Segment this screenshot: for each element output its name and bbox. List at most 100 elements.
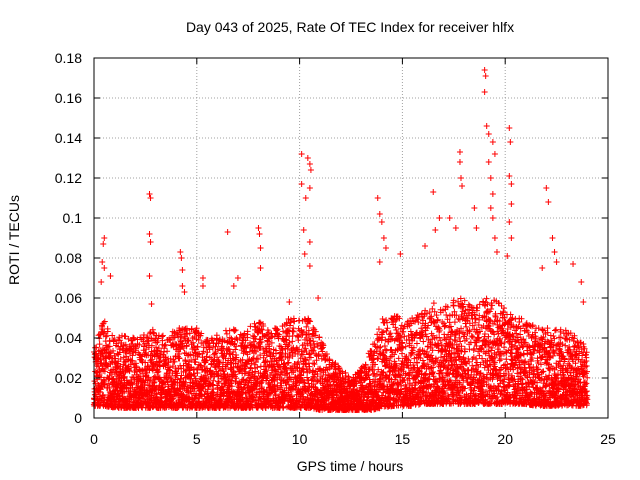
data-point bbox=[188, 357, 195, 364]
data-point bbox=[215, 340, 222, 347]
data-point bbox=[176, 325, 183, 332]
data-point bbox=[167, 355, 174, 362]
data-point bbox=[246, 348, 253, 355]
data-point bbox=[220, 359, 227, 366]
data-point bbox=[193, 325, 200, 332]
data-point bbox=[271, 363, 278, 370]
data-point bbox=[296, 398, 303, 405]
data-point bbox=[164, 348, 171, 355]
data-point bbox=[148, 342, 155, 349]
data-point bbox=[98, 350, 105, 357]
data-point bbox=[286, 339, 293, 346]
data-point bbox=[121, 359, 128, 366]
data-point bbox=[195, 336, 202, 343]
data-point bbox=[116, 334, 123, 341]
data-point bbox=[305, 387, 312, 394]
data-point bbox=[129, 381, 136, 388]
data-point bbox=[187, 351, 194, 358]
data-point bbox=[119, 366, 126, 373]
data-point bbox=[278, 351, 285, 358]
data-point bbox=[153, 339, 160, 346]
data-point bbox=[171, 378, 178, 385]
data-point bbox=[239, 356, 246, 363]
data-point bbox=[155, 368, 162, 375]
data-point bbox=[111, 352, 118, 359]
data-point bbox=[288, 393, 295, 400]
data-point bbox=[144, 337, 151, 344]
data-point bbox=[103, 361, 110, 368]
data-point bbox=[211, 357, 218, 364]
data-point bbox=[237, 331, 244, 338]
data-point bbox=[302, 345, 309, 352]
data-point bbox=[96, 367, 103, 374]
data-point bbox=[154, 339, 161, 346]
data-point bbox=[290, 328, 297, 335]
data-point bbox=[251, 377, 258, 384]
data-point bbox=[258, 326, 265, 333]
data-point bbox=[253, 355, 260, 362]
data-point bbox=[194, 343, 201, 350]
data-point bbox=[286, 322, 293, 329]
data-point bbox=[191, 342, 198, 349]
data-point bbox=[262, 368, 269, 375]
data-point bbox=[130, 335, 137, 342]
data-point bbox=[94, 356, 101, 363]
data-point bbox=[299, 351, 306, 358]
data-point bbox=[132, 360, 139, 367]
data-point bbox=[257, 343, 264, 350]
data-point bbox=[227, 364, 234, 371]
data-point bbox=[302, 357, 309, 364]
data-point bbox=[289, 327, 296, 334]
data-point bbox=[244, 382, 251, 389]
data-point bbox=[195, 351, 202, 358]
data-point bbox=[260, 322, 267, 329]
data-point bbox=[295, 333, 302, 340]
data-point bbox=[216, 360, 223, 367]
data-point bbox=[269, 367, 276, 374]
data-point bbox=[242, 343, 249, 350]
data-point bbox=[178, 331, 185, 338]
data-point bbox=[111, 336, 118, 343]
data-point bbox=[242, 368, 249, 375]
data-point bbox=[183, 342, 190, 349]
data-point bbox=[184, 330, 191, 337]
data-point bbox=[224, 372, 231, 379]
data-point bbox=[210, 389, 217, 396]
data-point bbox=[122, 341, 129, 348]
data-point bbox=[215, 378, 222, 385]
data-point bbox=[106, 343, 113, 350]
data-point bbox=[149, 382, 156, 389]
data-point bbox=[279, 368, 286, 375]
data-point bbox=[175, 333, 182, 340]
data-point bbox=[148, 392, 155, 399]
data-point bbox=[158, 391, 165, 398]
data-point bbox=[155, 345, 162, 352]
data-point bbox=[305, 331, 312, 338]
data-point bbox=[285, 359, 292, 366]
data-point bbox=[244, 328, 251, 335]
data-point bbox=[257, 352, 264, 359]
data-point bbox=[231, 327, 238, 334]
data-point bbox=[157, 354, 164, 361]
data-point bbox=[296, 375, 303, 382]
data-point bbox=[191, 385, 198, 392]
data-point bbox=[121, 373, 128, 380]
data-point bbox=[117, 355, 124, 362]
data-point bbox=[122, 333, 129, 340]
data-point bbox=[171, 358, 178, 365]
data-point bbox=[254, 364, 261, 371]
data-point bbox=[262, 363, 269, 370]
data-point bbox=[273, 358, 280, 365]
data-point bbox=[251, 333, 258, 340]
data-point bbox=[120, 375, 127, 382]
data-point bbox=[249, 369, 256, 376]
data-point bbox=[193, 366, 200, 373]
data-point bbox=[266, 343, 273, 350]
data-point bbox=[137, 352, 144, 359]
data-point bbox=[215, 380, 222, 387]
data-point bbox=[109, 332, 116, 339]
data-point bbox=[182, 368, 189, 375]
data-point bbox=[129, 357, 136, 364]
data-points bbox=[90, 67, 591, 413]
data-point bbox=[166, 372, 173, 379]
